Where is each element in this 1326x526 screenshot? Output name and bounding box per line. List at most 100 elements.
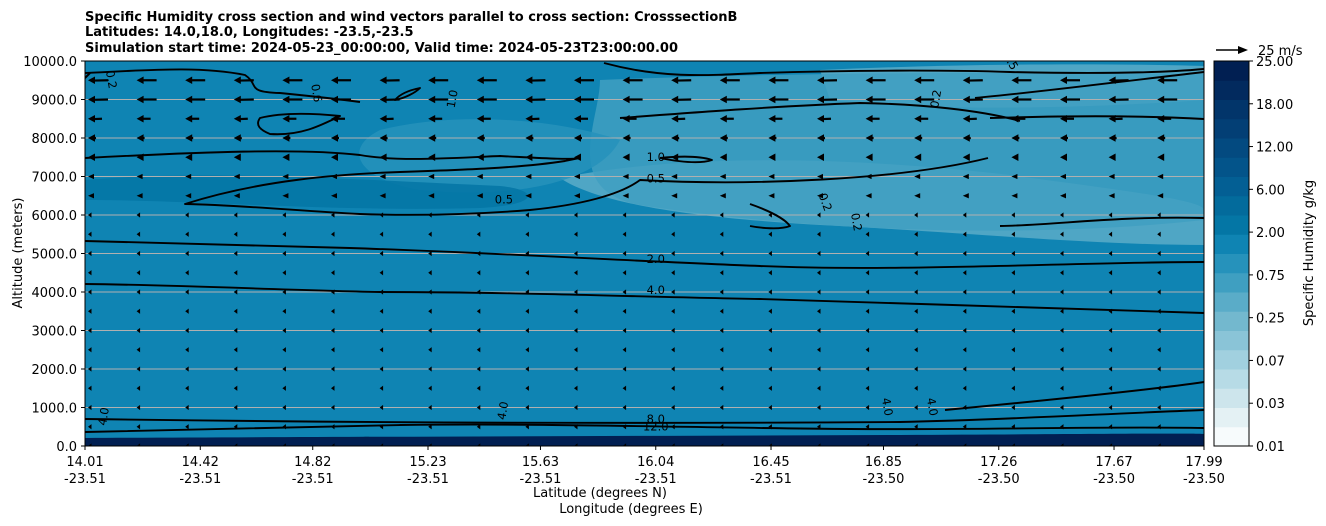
- wind-vector: [671, 424, 675, 430]
- wind-vector: [136, 153, 144, 162]
- wind-vector: [719, 212, 724, 218]
- contour-label: 0.6: [308, 83, 325, 103]
- wind-vector: [282, 327, 286, 334]
- colorbar-segment: [1214, 349, 1249, 370]
- wind-vector: [962, 443, 967, 446]
- wind-vector: [622, 231, 627, 237]
- wind-vector: [574, 114, 588, 123]
- wind-vector: [574, 289, 578, 295]
- wind-vector: [428, 424, 432, 430]
- wind-vector: [1060, 250, 1064, 257]
- wind-vector: [962, 366, 967, 372]
- wind-vector: [233, 153, 241, 162]
- colorbar-tick-label: 0.07: [1256, 354, 1285, 369]
- x-tick-label-lon: -23.51: [635, 472, 677, 487]
- wind-vector: [719, 289, 724, 295]
- contour-line: [619, 102, 1021, 122]
- wind-vector: [525, 289, 529, 295]
- wind-vector: [865, 347, 870, 353]
- wind-vector: [525, 385, 529, 391]
- wind-vector: [671, 173, 678, 180]
- wind-vector: [476, 231, 481, 237]
- wind-vector: [962, 347, 967, 353]
- wind-vector: [865, 270, 870, 276]
- colorbar-tick-label: 0.75: [1256, 269, 1285, 284]
- wind-vector: [914, 270, 918, 276]
- wind-vector: [768, 76, 789, 85]
- wind-vector: [1108, 443, 1113, 446]
- plot-area: 0.2 0.6 1.0 1.0 0.5 0.5 0.2 0.2 0.2 0.5 2.0 4.0 4.0 4…: [85, 61, 1204, 446]
- wind-vector: [671, 443, 675, 446]
- wind-vector: [817, 404, 821, 411]
- wind-vector: [331, 95, 351, 104]
- contour-label: 4.0: [494, 400, 511, 420]
- wind-vector: [768, 173, 775, 180]
- wind-vector: [525, 114, 540, 123]
- colorbar-segment: [1214, 388, 1249, 408]
- x-tick-label-lat: 17.67: [1095, 455, 1132, 470]
- wind-vector: [233, 250, 238, 257]
- contour-label: 0.2: [848, 212, 865, 232]
- wind-vector: [379, 327, 384, 334]
- wind-vector: [233, 134, 242, 142]
- contour-label: 0.2: [927, 89, 944, 109]
- x-tick-label-lon: -23.51: [64, 472, 106, 487]
- x-tick-label-lon: -23.51: [407, 472, 449, 487]
- wind-vector: [1157, 212, 1161, 218]
- wind-vector: [282, 385, 286, 391]
- wind-vector: [1011, 134, 1020, 142]
- wind-vector: [476, 347, 481, 353]
- colorbar-segment: [1214, 311, 1249, 331]
- wind-vector: [379, 134, 388, 142]
- wind-vector: [185, 193, 192, 199]
- wind-vector: [962, 114, 977, 123]
- wind-vector: [185, 424, 189, 430]
- wind-vector: [719, 366, 724, 372]
- wind-vector: [1157, 404, 1161, 411]
- contour-label: 0.5: [647, 171, 665, 185]
- wind-vector: [88, 212, 92, 218]
- wind-vector: [379, 193, 386, 199]
- colorbar-segment: [1214, 253, 1249, 274]
- wind-vector: [622, 443, 627, 446]
- wind-vector: [88, 193, 94, 199]
- wind-vector: [914, 173, 921, 180]
- wind-vector: [574, 270, 578, 276]
- wind-vector: [817, 173, 823, 180]
- wind-vector: [136, 289, 141, 295]
- contour-label: 4.0: [95, 406, 112, 426]
- wind-vector: [1157, 424, 1161, 430]
- wind-vector: [379, 347, 384, 353]
- wind-vector: [88, 385, 92, 391]
- wind-vector: [1108, 193, 1115, 199]
- wind-vector: [185, 153, 193, 162]
- wind-vector: [331, 114, 345, 123]
- wind-vector: [719, 270, 724, 276]
- wind-vector: [622, 404, 627, 411]
- wind-vector: [671, 327, 675, 334]
- wind-vector: [476, 193, 483, 199]
- wind-vector: [1060, 443, 1064, 446]
- wind-vector: [1060, 424, 1064, 430]
- wind-vector: [817, 231, 821, 237]
- wind-vector: [136, 424, 141, 430]
- wind-vector: [719, 250, 724, 257]
- wind-vector: [1157, 327, 1161, 334]
- colorbar-segment: [1214, 234, 1249, 254]
- colorbar-tick-label: 0.25: [1256, 312, 1285, 327]
- wind-vector: [282, 212, 286, 218]
- wind-vector: [525, 347, 529, 353]
- wind-vector: [1060, 95, 1080, 104]
- wind-vector: [1011, 153, 1019, 162]
- wind-vector: [671, 114, 686, 123]
- wind-vector: [282, 114, 297, 123]
- wind-vector: [671, 289, 675, 295]
- wind-vector: [136, 134, 145, 142]
- wind-vector: [428, 289, 432, 295]
- wind-vector: [768, 404, 772, 411]
- x-tick-label-lat: 15.23: [409, 455, 446, 470]
- contour-label: 8.0: [647, 412, 665, 426]
- wind-vector: [622, 134, 631, 142]
- wind-vector: [185, 95, 206, 104]
- wind-vector: [476, 212, 481, 218]
